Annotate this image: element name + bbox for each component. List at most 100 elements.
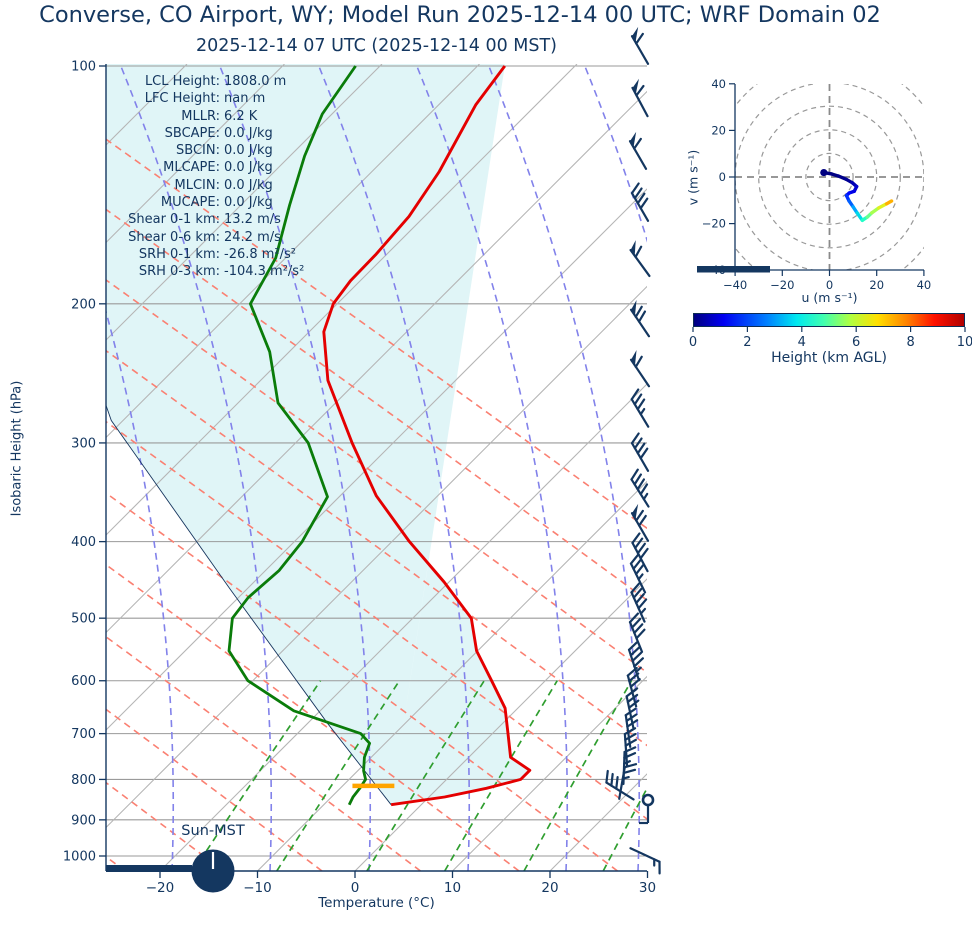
svg-text:40: 40 xyxy=(917,278,932,292)
pressure-axis-label: Isobaric Height (hPa) xyxy=(9,380,25,517)
stat-row: SRH 0-1 km: -26.8 m²/s² xyxy=(100,246,304,263)
stat-label: LFC Height: xyxy=(144,91,220,107)
valid-time-subtitle: 2025-12-14 07 UTC (2025-12-14 00 MST) xyxy=(196,36,557,56)
sun-mst-label: Sun-MST xyxy=(181,823,245,839)
svg-text:10: 10 xyxy=(444,880,461,896)
svg-text:100: 100 xyxy=(71,60,96,75)
stat-label: Shear 0-1 km: xyxy=(128,212,220,228)
svg-text:4: 4 xyxy=(798,335,806,350)
stat-row: MUCAPE: 0.0 J/kg xyxy=(100,194,304,211)
svg-text:300: 300 xyxy=(71,436,96,451)
wind-barb xyxy=(629,553,647,594)
wind-barb xyxy=(629,349,651,388)
svg-text:900: 900 xyxy=(71,813,96,828)
hodograph-u-axis-label: u (m s⁻¹) xyxy=(801,290,858,305)
sounding-stats-box: LCL Height: 1808.0 m LFC Height: nan m MLLR:… xyxy=(100,73,304,281)
stat-row: LFC Height: nan m xyxy=(100,90,304,107)
stat-row: Shear 0-6 km: 24.2 m/s xyxy=(100,229,304,246)
wind-barb xyxy=(623,727,637,768)
stat-label: SRH 0-1 km: xyxy=(138,246,220,262)
svg-text:400: 400 xyxy=(71,535,96,550)
temperature-curve xyxy=(322,65,532,807)
wind-barb xyxy=(618,763,638,800)
wind-barb xyxy=(630,26,650,65)
surface-bar xyxy=(106,865,192,872)
svg-text:0: 0 xyxy=(351,880,360,896)
dewpoint-curve xyxy=(227,65,371,806)
hodograph-grid xyxy=(735,84,924,270)
svg-text:−20: −20 xyxy=(702,217,726,231)
stat-row: LCL Height: 1808.0 m xyxy=(100,73,304,90)
svg-text:8: 8 xyxy=(906,335,914,350)
svg-text:20: 20 xyxy=(711,123,726,137)
parcel-area-shading xyxy=(106,64,530,805)
hodograph-v-axis-label: v (m s⁻¹) xyxy=(685,149,701,206)
wind-barb-column xyxy=(605,26,661,875)
hodograph-surface-bar xyxy=(697,266,770,273)
svg-text:700: 700 xyxy=(71,727,96,742)
svg-text:20: 20 xyxy=(541,880,558,896)
svg-text:20: 20 xyxy=(869,278,884,292)
svg-text:800: 800 xyxy=(71,773,96,788)
stat-label: MLCIN: xyxy=(174,177,220,193)
stat-label: MLLR: xyxy=(181,108,220,124)
stat-value: 0.0 J/kg xyxy=(224,195,273,211)
sounding-curves xyxy=(227,65,532,807)
wind-barb xyxy=(629,299,651,338)
colorbar-label: Height (km AGL) xyxy=(771,350,887,366)
page-title: Converse, CO Airport, WY; Model Run 2025… xyxy=(39,2,881,28)
wind-barb xyxy=(630,503,650,542)
stat-row: MLCIN: 0.0 J/kg xyxy=(100,177,304,194)
svg-text:600: 600 xyxy=(71,674,96,689)
stat-value: 0.0 J/kg xyxy=(224,125,273,141)
stat-row: Shear 0-1 km: 13.2 m/s xyxy=(100,211,304,228)
svg-text:500: 500 xyxy=(71,612,96,627)
svg-text:−10: −10 xyxy=(243,880,272,896)
wind-barb xyxy=(627,640,644,682)
svg-text:40: 40 xyxy=(711,77,726,91)
svg-text:0: 0 xyxy=(719,170,726,184)
height-colorbar xyxy=(693,313,965,327)
stat-label: SBCIN: xyxy=(176,143,220,159)
wind-barb xyxy=(630,582,648,623)
svg-text:200: 200 xyxy=(71,297,96,312)
stat-label: Shear 0-6 km: xyxy=(128,229,220,245)
svg-text:−20: −20 xyxy=(770,278,794,292)
wind-barb xyxy=(631,78,649,118)
stat-row: MLCAPE: 0.0 J/kg xyxy=(100,159,304,176)
stat-label: LCL Height: xyxy=(144,74,220,89)
stat-value: 0.0 J/kg xyxy=(224,177,273,193)
sun-marker-group xyxy=(106,849,235,893)
svg-text:−20: −20 xyxy=(146,880,175,896)
stat-value: 24.2 m/s xyxy=(224,229,281,245)
sun-clock-icon xyxy=(191,849,235,893)
stat-label: SRH 0-3 km: xyxy=(138,264,220,280)
hodograph-trace xyxy=(820,168,894,223)
stat-label: MLCAPE: xyxy=(163,160,220,176)
svg-text:6: 6 xyxy=(852,335,860,350)
wind-barb xyxy=(605,769,635,801)
wind-barb xyxy=(630,432,650,472)
surface-wind-marker xyxy=(639,793,655,825)
stat-row: MLLR: 6.2 K xyxy=(100,108,304,125)
svg-text:0: 0 xyxy=(826,278,833,292)
wind-barb xyxy=(630,182,650,222)
stat-value: -26.8 m²/s² xyxy=(224,246,297,262)
colorbar-ticks: 0 2 4 6 8 10 xyxy=(689,327,972,350)
stat-row: SBCAPE: 0.0 J/kg xyxy=(100,125,304,142)
wind-barb xyxy=(630,388,650,428)
stat-row: SRH 0-3 km: -104.3 m²/s² xyxy=(100,263,304,280)
stat-label: SBCAPE: xyxy=(164,125,220,141)
wind-barb xyxy=(629,240,651,278)
stat-value: -104.3 m²/s² xyxy=(224,264,305,280)
svg-text:1000: 1000 xyxy=(63,850,96,865)
svg-text:0: 0 xyxy=(689,335,697,350)
skewt-axes: 100 200 300 400 500 600 700 800 900 1000 −20 −10 0 10… xyxy=(63,60,656,897)
svg-text:−40: −40 xyxy=(723,278,747,292)
svg-text:10: 10 xyxy=(957,335,972,350)
wind-barb xyxy=(628,131,648,170)
parcel-trace xyxy=(106,403,392,805)
